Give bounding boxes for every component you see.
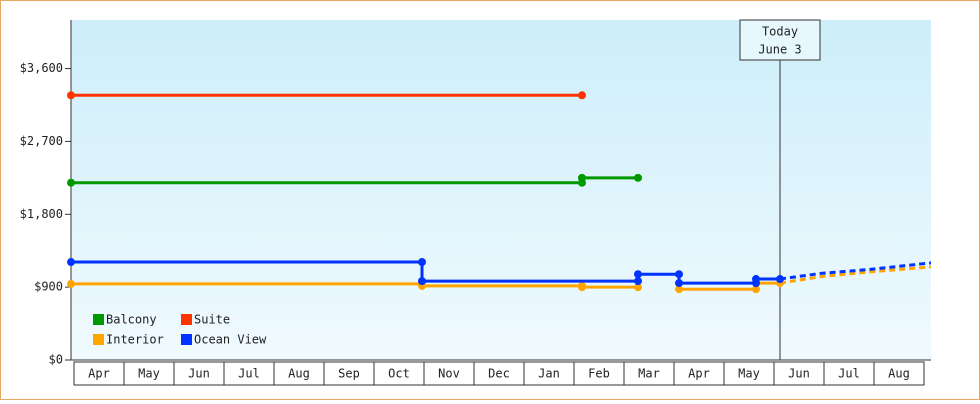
x-tick-label: May <box>138 367 160 381</box>
y-tick-label: $0 <box>49 353 63 367</box>
price-point <box>634 283 642 292</box>
price-point <box>578 91 586 100</box>
x-tick-label: Nov <box>438 367 460 381</box>
y-tick-label: $2,700 <box>20 134 63 148</box>
price-point <box>418 277 426 286</box>
price-point <box>675 279 683 288</box>
legend-label: Interior <box>106 333 164 347</box>
price-point <box>578 283 586 292</box>
y-tick-label: $3,600 <box>20 61 63 75</box>
x-tick-label: Jun <box>188 367 210 381</box>
legend-label: Suite <box>194 313 230 327</box>
y-tick-label: $1,800 <box>20 207 63 221</box>
x-tick-label: Jul <box>238 367 260 381</box>
legend-label: Balcony <box>106 313 157 327</box>
x-tick-label: Sep <box>338 367 360 381</box>
x-tick-label: Oct <box>388 367 410 381</box>
price-point <box>418 258 426 267</box>
price-point <box>67 258 75 267</box>
month-box <box>873 361 925 386</box>
y-tick-label: $900 <box>34 280 63 294</box>
x-tick-label: Aug <box>288 367 310 381</box>
today-date: June 3 <box>758 43 801 57</box>
x-tick-label: Jun <box>788 367 810 381</box>
legend-label: Ocean View <box>194 333 267 347</box>
price-point <box>776 275 784 284</box>
today-box <box>739 19 821 61</box>
x-tick-label: May <box>738 367 760 381</box>
price-point <box>752 275 760 284</box>
legend-swatch <box>181 334 192 345</box>
price-point <box>752 285 760 294</box>
price-point <box>634 277 642 286</box>
legend-swatch <box>93 314 104 325</box>
plot-area <box>71 20 931 360</box>
x-tick-label: Jul <box>838 367 860 381</box>
legend-swatch <box>93 334 104 345</box>
today-label: Today <box>762 25 798 39</box>
price-point <box>675 270 683 279</box>
forecast-line <box>779 261 932 281</box>
x-tick-label: Apr <box>88 367 110 381</box>
x-tick-label: Jan <box>538 367 560 381</box>
price-point <box>634 173 642 182</box>
x-tick-label: Dec <box>488 367 510 381</box>
price-point <box>67 91 75 100</box>
x-tick-label: Feb <box>588 367 610 381</box>
x-tick-label: Apr <box>688 367 710 381</box>
x-tick-label: Mar <box>638 367 660 381</box>
price-point <box>67 178 75 187</box>
price-point <box>578 173 586 182</box>
price-point <box>67 279 75 288</box>
x-tick-label: Aug <box>888 367 910 381</box>
forecast-line <box>779 265 932 285</box>
legend-swatch <box>181 314 192 325</box>
price-point <box>634 270 642 279</box>
price-point <box>675 285 683 294</box>
